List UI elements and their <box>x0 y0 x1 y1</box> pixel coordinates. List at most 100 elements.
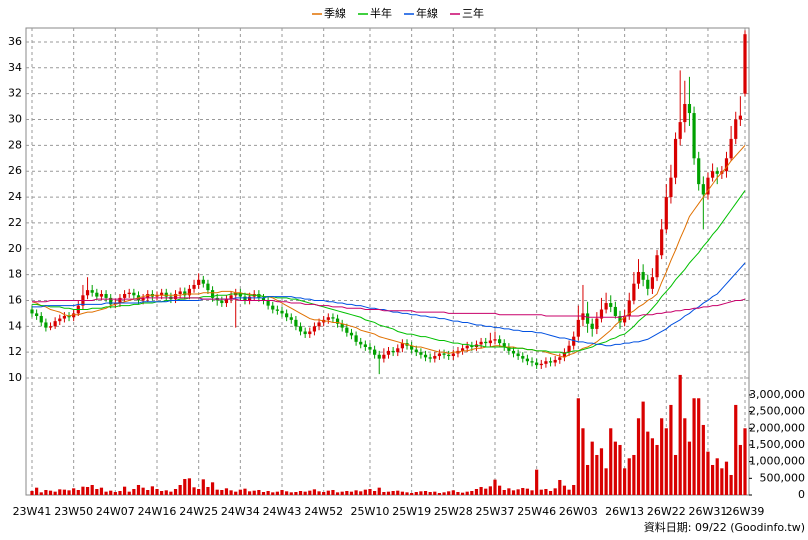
candle-body <box>187 288 192 296</box>
volume-bar <box>127 491 131 495</box>
candle-body <box>414 349 418 353</box>
candle-body <box>729 138 733 159</box>
volume-bar <box>442 492 446 495</box>
volume-bar <box>169 491 173 495</box>
candle-body <box>507 347 511 351</box>
candle-body <box>201 279 205 284</box>
volume-bar <box>44 489 48 495</box>
volume-bar <box>345 490 349 495</box>
candle-body <box>715 171 719 174</box>
candle-body <box>428 357 432 359</box>
volume-bar <box>623 468 627 495</box>
y2-tick-label: 1,500,000 <box>749 438 805 451</box>
volume-bar <box>724 461 729 495</box>
volume-bar <box>558 479 562 495</box>
candle-body <box>95 292 99 297</box>
volume-bar <box>470 490 474 495</box>
candle-body <box>118 297 122 304</box>
volume-bar <box>636 418 641 495</box>
volume-bar <box>734 404 738 495</box>
x-tick-label: 25W19 <box>392 505 431 518</box>
volume-bar <box>368 488 372 495</box>
candle-body <box>298 326 303 332</box>
volume-bar <box>67 490 71 495</box>
volume-bar <box>197 488 201 495</box>
candle-body <box>224 299 229 304</box>
candle-body <box>437 353 442 357</box>
candle-body <box>122 294 127 298</box>
candle-body <box>178 291 182 295</box>
y2-tick-label: 3,000,000 <box>749 388 805 401</box>
candle-body <box>35 313 39 316</box>
volume-bar <box>206 486 210 495</box>
candle-body <box>271 305 275 310</box>
candle-body <box>535 362 539 366</box>
y-tick-label: 26 <box>8 164 22 177</box>
volume-bar <box>683 418 687 495</box>
volume-bar <box>396 490 400 495</box>
candle-body <box>595 318 599 329</box>
volume-bar <box>248 491 252 495</box>
y2-tick-label: 1,000,000 <box>749 455 805 468</box>
volume-bar <box>585 464 590 495</box>
candle-body <box>697 158 701 185</box>
volume-bar <box>95 488 99 495</box>
x-tick-label: 25W37 <box>476 505 515 518</box>
candle-body <box>363 344 367 348</box>
volume-bar <box>460 492 465 495</box>
volume-bar <box>109 490 113 495</box>
volume-bar <box>164 490 168 495</box>
volume-bar <box>150 486 154 495</box>
candle-body <box>618 315 622 323</box>
candle-body <box>734 119 738 139</box>
volume-bar <box>400 491 404 495</box>
candle-body <box>710 171 715 178</box>
volume-bar <box>738 444 742 495</box>
candle-body <box>132 292 136 296</box>
volume-bar <box>498 485 502 495</box>
volume-bar <box>99 487 104 495</box>
candle-body <box>678 122 682 139</box>
legend-label: 半年 <box>370 6 392 20</box>
candle-body <box>502 343 506 348</box>
volume-bar <box>173 488 178 495</box>
volume-bar <box>646 431 650 495</box>
volume-bar <box>354 490 358 495</box>
volume-bar <box>39 492 43 495</box>
volume-bar <box>331 489 335 495</box>
candle-body <box>687 104 692 114</box>
candle-body <box>660 229 664 256</box>
volume-bar <box>567 489 571 495</box>
volume-bar <box>525 488 529 495</box>
candle-body <box>206 283 210 291</box>
volume-bar <box>697 398 701 495</box>
volume-bar <box>132 488 136 495</box>
volume-bar <box>437 492 442 495</box>
candle-body <box>317 322 321 327</box>
candle-body <box>576 319 580 337</box>
y-tick-label: 18 <box>8 268 22 281</box>
candle-body <box>373 349 377 355</box>
x-tick-label: 23W41 <box>13 505 52 518</box>
candle-body <box>521 356 525 359</box>
y-tick-label: 22 <box>8 216 22 229</box>
candle-body <box>498 339 502 344</box>
y-tick-label: 34 <box>8 61 22 74</box>
volume-bar <box>743 428 747 495</box>
volume-bar <box>62 489 67 495</box>
candle-body <box>636 272 641 284</box>
legend-label: 年線 <box>416 6 438 20</box>
candle-body <box>104 294 108 298</box>
volume-bar <box>183 478 187 495</box>
candle-body <box>673 138 678 178</box>
candle-body <box>67 315 71 318</box>
volume-bar <box>609 428 613 495</box>
candle-body <box>738 115 742 120</box>
volume-bar <box>511 490 516 495</box>
candle-body <box>632 283 636 301</box>
candle-body <box>604 303 608 310</box>
volume-bar <box>493 479 497 495</box>
candle-body <box>345 327 349 333</box>
volume-bar <box>118 490 122 495</box>
volume-bar <box>335 492 340 495</box>
